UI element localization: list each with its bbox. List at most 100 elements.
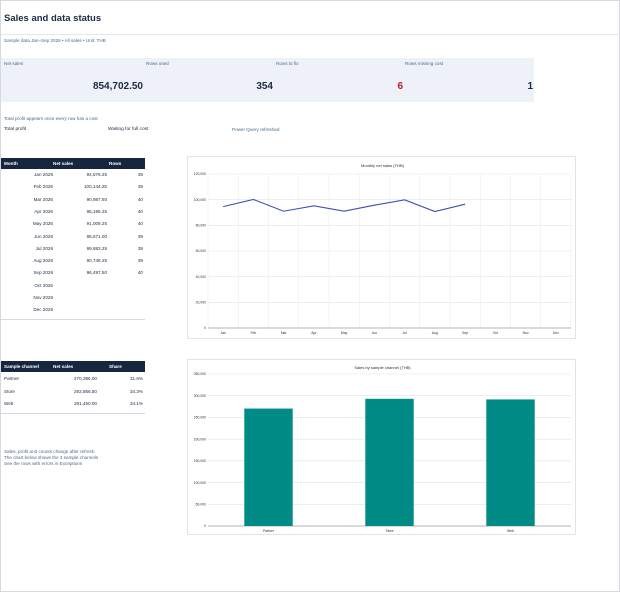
- x-tick-label: Mar: [281, 331, 288, 335]
- y-tick-label: 50,000: [196, 502, 206, 506]
- month-cell: Jan 2026: [34, 172, 53, 177]
- y-tick-label: 200,000: [194, 437, 206, 441]
- x-tick-label: May: [341, 331, 348, 335]
- y-tick-label: 100,000: [194, 198, 206, 202]
- table-row: Partner 270,396.00 31.6%: [1, 373, 145, 385]
- table-row: Sep 2026 96,497.50 40: [1, 267, 145, 279]
- y-tick-label: 150,000: [194, 459, 206, 463]
- footnote-exceptions: See the rows with errors in Exceptions: [4, 461, 83, 466]
- x-tick-label: Aug: [432, 331, 438, 335]
- x-tick-label: Jun: [372, 331, 378, 335]
- col-share: Share: [109, 364, 122, 369]
- col-sample-channel: Sample channel: [4, 364, 39, 369]
- page-subtitle: Sample data Jan–Sep 2026 • All sales • U…: [4, 38, 106, 43]
- net-sales-cell: 95,671.00: [86, 233, 107, 239]
- month-cell: Apr 2026: [34, 208, 53, 214]
- table-row: Jul 2026 99,883.25 39: [1, 243, 145, 255]
- y-tick-label: 20,000: [196, 301, 206, 305]
- channel-chart-title: Sales by sample channel (THB): [354, 365, 411, 370]
- month-cell: Nov 2026: [33, 295, 53, 300]
- y-tick-label: 60,000: [196, 249, 206, 253]
- rows-cell: 39: [137, 172, 143, 177]
- channel-net-sales-cell: 270,396.00: [74, 376, 97, 381]
- monthly-chart-title: Monthly net sales (THB): [361, 163, 404, 168]
- y-tick-label: 120,000: [194, 172, 206, 176]
- y-tick-label: 0: [204, 524, 206, 528]
- net-sales-cell: 90,987.50: [86, 196, 107, 202]
- net-sales-cell: 96,497.50: [86, 270, 107, 276]
- kpi-rows-used-value: 354: [256, 81, 273, 92]
- month-cell: Jun 2026: [34, 233, 53, 239]
- channel-cell: Web: [4, 401, 14, 406]
- channel-net-sales-cell: 291,450.00: [74, 401, 97, 406]
- kpi-rows-used-label: Rows used: [146, 61, 169, 66]
- x-tick-label: Partner: [263, 529, 275, 533]
- net-sales-cell: 100,144.25: [84, 184, 107, 190]
- kpi-rows-missing-cost-value: 1: [527, 81, 533, 92]
- x-tick-label: Dec: [553, 331, 559, 335]
- x-tick-label: Sep: [462, 331, 468, 335]
- table-row: Mar 2026 90,987.50 40: [1, 194, 145, 206]
- x-tick-label: Nov: [523, 331, 529, 335]
- table-row: Apr 2026 95,185.25 40: [1, 206, 145, 218]
- rows-cell: 39: [137, 258, 143, 264]
- x-tick-label: Store: [385, 529, 393, 533]
- net-sales-cell: 99,883.25: [86, 245, 107, 251]
- kpi-band: [1, 58, 534, 102]
- profit-note: Total profit appears once every row has …: [4, 116, 98, 121]
- refresh-status: Power Query refreshed: [232, 127, 280, 132]
- share-cell: 34.3%: [129, 388, 143, 394]
- net-sales-cell: 94,576.25: [86, 172, 107, 177]
- col-net-sales: Net sales: [53, 161, 74, 166]
- share-cell: 31.6%: [129, 376, 143, 381]
- monthly-table-bottom-rule: [1, 319, 145, 320]
- table-row: Jan 2026 94,576.25 39: [1, 169, 145, 181]
- net-sales-cell: 91,009.25: [86, 221, 107, 227]
- rows-cell: 39: [137, 184, 143, 190]
- channel-sales-chart: Sales by sample channel (THB) 0 50,000 100…: [187, 359, 576, 535]
- rows-cell: 39: [137, 245, 143, 251]
- share-cell: 34.1%: [129, 401, 143, 406]
- footnote-chart: The chart below shows the 3 sample chann…: [4, 455, 99, 460]
- table-row: Dec 2026: [1, 304, 145, 316]
- table-row: Feb 2026 100,144.25 39: [1, 181, 145, 193]
- kpi-net-sales-value: 854,702.50: [92, 81, 143, 92]
- month-cell: Feb 2026: [33, 184, 53, 190]
- rows-cell: 40: [137, 221, 143, 227]
- month-cell: Mar 2026: [33, 196, 53, 202]
- channel-cell: Store: [4, 388, 15, 394]
- table-row: Jun 2026 95,671.00 39: [1, 231, 145, 243]
- x-tick-label: Feb: [250, 331, 256, 335]
- month-cell: Aug 2026: [33, 258, 53, 264]
- total-profit-label: Total profit: [4, 127, 27, 132]
- col-channel-net-sales: Net sales: [53, 364, 74, 369]
- table-row: Nov 2026: [1, 292, 145, 304]
- x-tick-label: Oct: [493, 331, 498, 335]
- y-tick-label: 350,000: [194, 372, 206, 376]
- monthly-chart-plot: 0 20,000 40,000 60,000 80,000 100,000 120,000 J…: [194, 172, 572, 335]
- kpi-net-sales-label: Net sales: [4, 61, 24, 66]
- y-tick-label: 100,000: [194, 481, 206, 485]
- kpi-rows-to-fix-label: Rows to fix: [276, 61, 299, 66]
- y-tick-label: 250,000: [194, 416, 206, 420]
- y-tick-label: 300,000: [194, 394, 206, 398]
- kpi-rows-missing-cost-label: Rows missing cost: [405, 61, 444, 66]
- footnote-refresh: Sales, profit and counts change after re…: [4, 449, 95, 454]
- channel-cell: Partner: [4, 376, 20, 381]
- rows-cell: 40: [137, 208, 143, 214]
- y-tick-label: 80,000: [196, 224, 206, 228]
- total-profit-status: Waiting for full cost: [108, 127, 149, 132]
- title-divider: [1, 34, 620, 35]
- net-sales-line: [223, 198, 466, 213]
- month-cell: May 2026: [32, 221, 53, 227]
- kpi-rows-to-fix-value: 6: [397, 81, 403, 92]
- y-tick-label: 40,000: [196, 275, 206, 279]
- rows-cell: 40: [137, 196, 143, 202]
- x-tick-label: Apr: [311, 331, 317, 335]
- month-cell: Sep 2026: [33, 270, 53, 276]
- bar: [486, 399, 535, 526]
- monthly-sales-chart: Monthly net sales (THB) 0 20,000 40,000 60,…: [187, 156, 576, 339]
- x-tick-label: Web: [507, 529, 514, 533]
- table-row: Oct 2026: [1, 280, 145, 292]
- channel-table-header: Sample channel Net sales Share: [1, 361, 145, 372]
